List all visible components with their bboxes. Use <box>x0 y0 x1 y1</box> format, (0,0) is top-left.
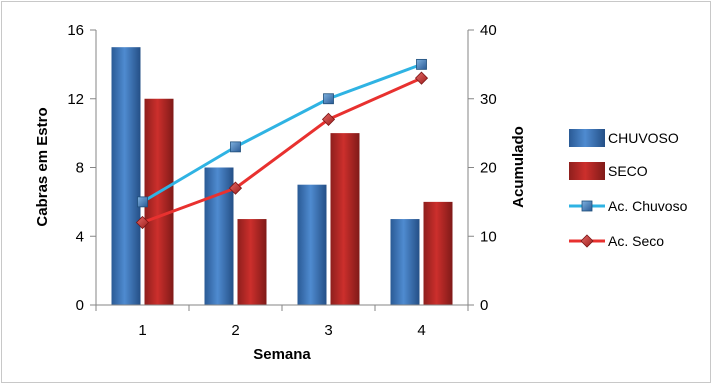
legend-label-seco: SECO <box>608 163 648 179</box>
legend-swatch-chuvoso <box>569 129 605 147</box>
y-right-axis-title: Acumulado <box>510 126 527 208</box>
marker-ac-chuvoso-1 <box>137 196 148 208</box>
y-left-tick-label: 12 <box>67 91 84 108</box>
y-right-tick-label: 30 <box>480 91 497 108</box>
y-right-tick-label: 20 <box>480 160 497 177</box>
legend-swatch-seco <box>569 162 605 180</box>
x-tick-label: 1 <box>138 322 146 339</box>
bar-seco-2 <box>237 219 267 305</box>
legend-marker-ac-seco <box>580 234 594 248</box>
bar-seco-4 <box>423 201 453 305</box>
y-left-tick-label: 16 <box>67 22 84 39</box>
marker-ac-chuvoso-4 <box>416 58 427 70</box>
line-ac-chuvoso <box>141 62 423 204</box>
y-left-tick-label: 0 <box>76 297 84 314</box>
x-tick-label: 2 <box>231 322 239 339</box>
marker-ac-seco-1 <box>135 215 150 230</box>
marker-ac-chuvoso-3 <box>323 93 334 105</box>
marker-ac-chuvoso-2 <box>230 141 241 153</box>
y-right-tick-label: 40 <box>480 22 497 39</box>
bar-seco-3 <box>330 133 360 305</box>
bar-seco-1 <box>144 98 174 305</box>
x-axis-title: Semana <box>253 346 311 363</box>
marker-ac-seco-2 <box>228 181 243 195</box>
x-tick-label: 4 <box>417 322 425 339</box>
lines-layer <box>135 58 429 230</box>
legend: CHUVOSO SECO Ac. Chuvoso Ac. Seco <box>569 129 688 249</box>
legend-marker-ac-chuvoso <box>581 200 593 212</box>
y-left-axis-title: Cabras em Estro <box>34 107 51 226</box>
legend-label-ac-seco: Ac. Seco <box>608 233 664 249</box>
y-right-tick-label: 10 <box>480 228 497 245</box>
legend-label-chuvoso: CHUVOSO <box>608 130 679 146</box>
chart-frame: 0 4 8 12 16 0 10 20 30 40 1 2 3 4 Cabras em Estro Acu… <box>1 1 711 383</box>
line-ac-seco <box>141 76 423 224</box>
y-right-tick-label: 0 <box>480 297 488 314</box>
marker-ac-seco-3 <box>321 112 336 126</box>
bar-chuvoso-4 <box>390 219 420 305</box>
x-tick-label: 3 <box>324 322 332 339</box>
bar-chuvoso-3 <box>297 184 327 305</box>
legend-label-ac-chuvoso: Ac. Chuvoso <box>608 198 688 214</box>
marker-ac-seco-4 <box>414 71 429 85</box>
y-left-tick-label: 4 <box>76 228 84 245</box>
y-left-tick-label: 8 <box>76 160 84 177</box>
bar-chuvoso-1 <box>111 47 141 305</box>
